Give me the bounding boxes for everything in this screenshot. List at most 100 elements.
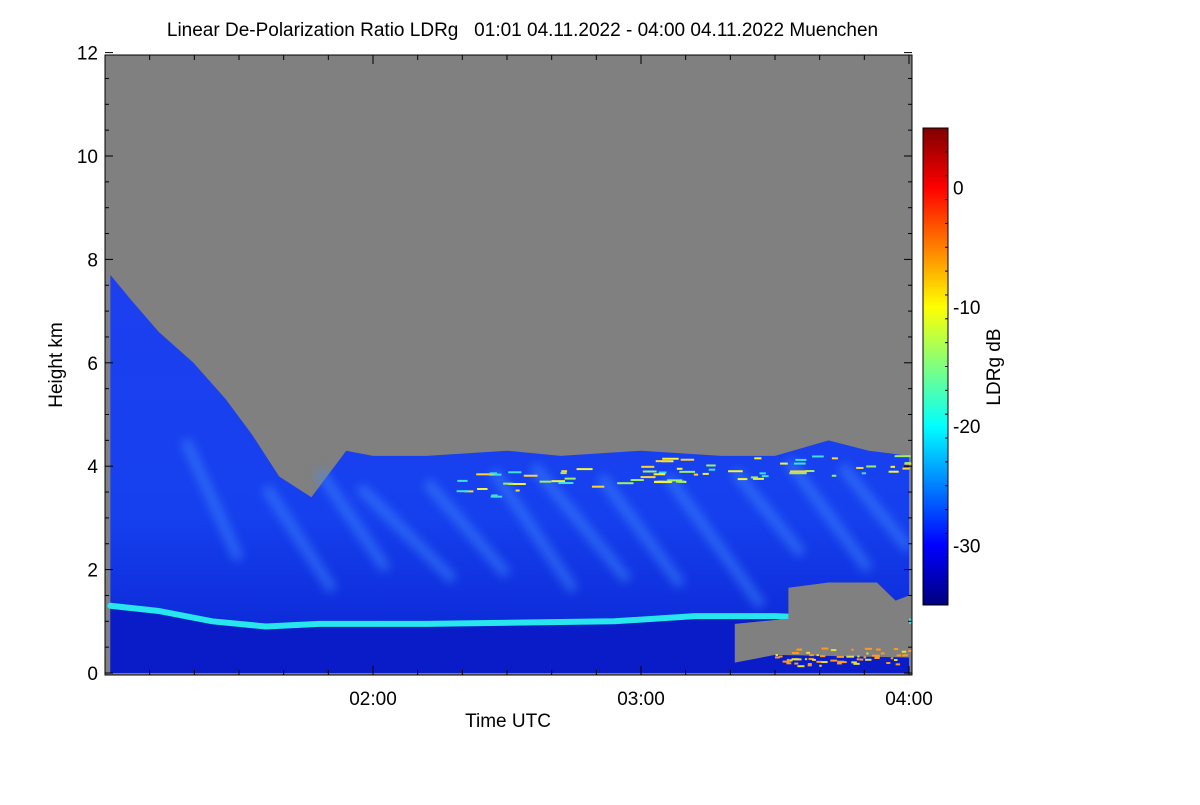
surface-speck — [786, 658, 790, 661]
surface-speck — [796, 648, 803, 651]
fall-streak — [180, 438, 244, 562]
melting-speck — [476, 487, 488, 490]
melting-speck — [789, 472, 807, 475]
y-tick-label: 8 — [87, 250, 98, 271]
x-axis-label: Time UTC — [465, 711, 551, 732]
melting-speck — [780, 462, 788, 465]
chart-title: Linear De-Polarization Ratio LDRg 01:01 … — [166, 20, 879, 41]
surface-speck — [775, 656, 780, 659]
melting-speck — [812, 455, 824, 458]
melting-speck — [752, 477, 764, 480]
x-tick-label: 03:00 — [617, 689, 665, 710]
colorbar-tick-label: -20 — [953, 417, 980, 438]
melting-speck — [888, 470, 899, 473]
surface-speck — [816, 654, 819, 657]
fall-streak — [784, 458, 873, 573]
melting-speck — [728, 470, 743, 473]
surface-speck — [856, 658, 860, 661]
surface-speck — [792, 652, 800, 655]
melting-speck — [539, 480, 552, 483]
surface-speck — [811, 658, 816, 661]
surface-speck — [886, 662, 891, 665]
surface-speck — [903, 654, 908, 657]
surface-speck — [896, 654, 902, 657]
melting-speck — [560, 472, 567, 475]
melting-speck — [680, 458, 695, 461]
melting-speck — [861, 472, 867, 475]
surface-speck — [908, 649, 912, 652]
colorbar-tick-label: -30 — [953, 536, 980, 557]
melting-speck — [464, 490, 474, 493]
melting-speck — [490, 495, 503, 498]
melting-layer-speckle — [456, 455, 912, 498]
melting-speck — [551, 480, 566, 483]
melting-speck — [702, 472, 709, 475]
fall-streaks — [180, 438, 912, 609]
surface-speck — [809, 654, 814, 657]
surface-speck — [895, 663, 901, 666]
fall-streak — [356, 483, 457, 584]
melting-speck — [790, 470, 808, 473]
surface-speck — [836, 655, 844, 658]
melting-speck — [675, 480, 685, 483]
melting-speck — [750, 476, 758, 479]
melting-speck — [456, 490, 469, 493]
surface-speck — [876, 648, 881, 651]
x-tick-label: 04:00 — [885, 689, 933, 710]
fall-streak — [529, 463, 632, 584]
surface-speck — [846, 655, 855, 658]
melting-speck — [856, 466, 864, 469]
colorbar-axis: 0 -10 -20 -30 — [945, 127, 980, 606]
melting-speck — [793, 462, 806, 465]
melting-speck — [902, 467, 910, 470]
melting-speck — [831, 457, 838, 460]
melting-speck — [515, 489, 520, 492]
fall-streak — [596, 473, 686, 589]
surface-speck — [804, 658, 808, 661]
melting-speck — [630, 479, 644, 482]
surface-speck — [872, 654, 880, 657]
y-axis: 0 2 4 6 8 10 12 — [77, 44, 912, 685]
surface-speck — [830, 659, 838, 662]
melting-speck — [653, 481, 672, 484]
surface-speck — [874, 656, 880, 659]
surface-speck — [902, 654, 906, 657]
surface-speck — [837, 660, 844, 663]
colorbar-tick-label: -10 — [953, 298, 980, 319]
y-tick-label: 4 — [87, 457, 98, 478]
fall-streak — [422, 478, 511, 579]
fall-streak — [838, 463, 912, 553]
melting-speck — [759, 472, 766, 475]
melting-speck — [641, 465, 655, 468]
melting-speck — [805, 470, 815, 473]
surface-speck — [807, 663, 812, 666]
melting-speck — [904, 462, 911, 465]
surface-speck — [797, 665, 805, 668]
y-axis-label: Height km — [46, 322, 67, 408]
melting-speck — [754, 457, 762, 460]
fall-streak — [730, 468, 806, 558]
melting-speck — [457, 479, 468, 482]
surface-speck — [894, 659, 898, 662]
melting-speck — [489, 472, 498, 475]
fall-streak — [315, 468, 391, 573]
surface-speck — [821, 647, 829, 650]
fall-streak — [663, 473, 766, 609]
melting-speck — [894, 455, 911, 458]
melting-speck — [523, 474, 538, 477]
melting-speck — [591, 485, 605, 488]
surface-speck — [806, 651, 811, 654]
surface-speck — [851, 648, 854, 651]
x-tick-label: 02:00 — [349, 689, 397, 710]
y-tick-label: 10 — [77, 147, 98, 168]
melting-speck — [679, 470, 696, 473]
melting-speck — [667, 479, 683, 482]
melting-speck — [561, 470, 568, 473]
melting-speck — [640, 476, 656, 479]
surface-speck — [857, 655, 860, 658]
melting-speck — [761, 475, 769, 478]
surface-speck — [793, 658, 802, 661]
x-axis: 02:00 03:00 04:00 — [149, 55, 933, 710]
melting-speck — [476, 473, 494, 476]
